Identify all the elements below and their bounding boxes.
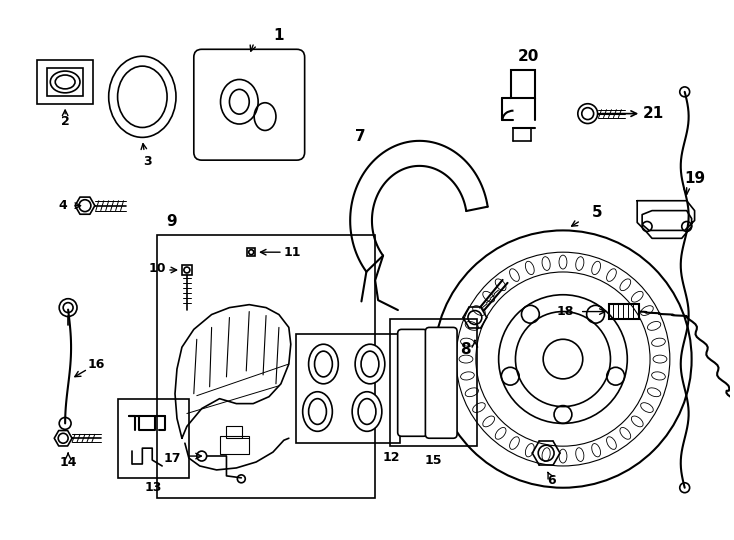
- Bar: [37, 60, 92, 104]
- Text: 20: 20: [517, 49, 539, 64]
- FancyBboxPatch shape: [194, 49, 305, 160]
- Bar: [47, 68, 83, 96]
- Ellipse shape: [352, 392, 382, 431]
- Ellipse shape: [109, 56, 176, 137]
- Bar: [512, 70, 535, 98]
- FancyBboxPatch shape: [398, 329, 427, 436]
- Ellipse shape: [51, 71, 80, 93]
- Bar: [227, 427, 242, 438]
- Bar: [182, 265, 192, 275]
- Bar: [390, 320, 477, 446]
- Bar: [247, 248, 255, 256]
- Text: 8: 8: [459, 342, 470, 357]
- Text: 16: 16: [87, 357, 104, 370]
- Text: 10: 10: [148, 261, 166, 274]
- Text: 19: 19: [684, 171, 705, 186]
- FancyBboxPatch shape: [426, 327, 457, 438]
- Text: 9: 9: [167, 214, 178, 229]
- Ellipse shape: [302, 392, 333, 431]
- Bar: [296, 334, 399, 443]
- Text: 18: 18: [556, 305, 574, 318]
- Text: 11: 11: [284, 246, 302, 259]
- Text: 6: 6: [547, 474, 556, 487]
- Bar: [117, 399, 189, 478]
- Text: 5: 5: [592, 205, 603, 220]
- Text: 4: 4: [59, 199, 68, 212]
- Text: 13: 13: [145, 481, 162, 494]
- Ellipse shape: [308, 344, 338, 384]
- Text: 17: 17: [163, 451, 181, 464]
- Bar: [609, 303, 639, 320]
- Ellipse shape: [355, 344, 385, 384]
- Bar: [157, 235, 375, 498]
- Text: 14: 14: [59, 456, 77, 469]
- Text: 21: 21: [642, 106, 664, 121]
- Text: 2: 2: [61, 115, 70, 128]
- Bar: [219, 436, 250, 454]
- Text: 1: 1: [274, 28, 284, 43]
- Text: 15: 15: [424, 454, 442, 467]
- Text: 7: 7: [355, 129, 366, 144]
- Text: 12: 12: [383, 450, 401, 463]
- Text: 3: 3: [143, 154, 152, 167]
